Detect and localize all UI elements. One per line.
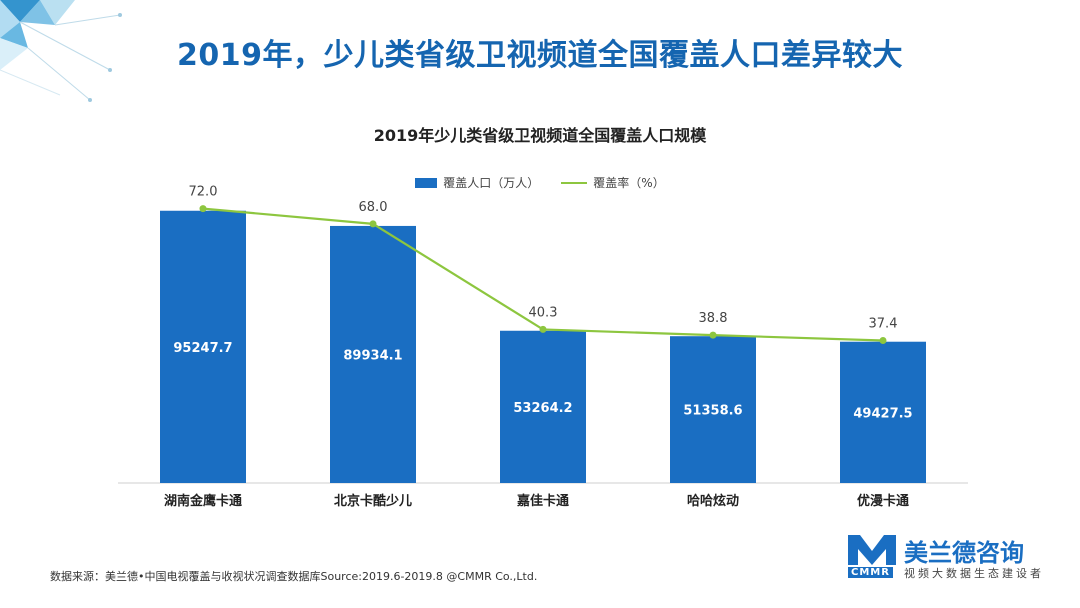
rate-label-3: 40.3 [529,305,558,320]
x-tick-label-5: 优漫卡通 [857,493,909,509]
legend-line-label: 覆盖率（%） [593,176,665,190]
rate-label-1: 72.0 [189,185,218,200]
brand-logo: CMMR 美兰德咨询 视频大数据生态建设者 [846,533,1056,585]
chart-legend: 覆盖人口（万人） 覆盖率（%） [0,174,1080,191]
bar-4 [670,336,756,483]
bar-2 [330,225,416,484]
rate-label-5: 37.4 [869,316,898,331]
slide-title: 2019年，少儿类省级卫视频道全国覆盖人口差异较大 [177,38,903,73]
x-tick-label-2: 北京卡酷少儿 [334,493,412,509]
rate-point-4 [709,331,717,339]
rate-point-3 [539,325,547,333]
chart-title: 2019年少儿类省级卫视频道全国覆盖人口规模 [373,126,707,145]
legend-item-population: 覆盖人口（万人） [415,174,539,191]
bar-3 [500,330,586,483]
bar-value-label-2: 89934.1 [343,348,402,363]
bar-value-label-4: 51358.6 [683,404,742,419]
cmmr-logo-icon [848,535,896,565]
rate-label-2: 68.0 [359,200,388,215]
legend-bar-label: 覆盖人口（万人） [443,176,540,190]
bar-1 [160,210,246,484]
rate-point-2 [369,220,377,228]
rate-label-4: 38.8 [699,311,728,326]
rate-point-5 [879,336,887,344]
legend-line-swatch [561,181,588,184]
x-tick-label-1: 湖南金鹰卡通 [164,493,242,509]
bar-value-label-3: 53264.2 [513,401,572,416]
network-triangle-decoration [0,0,122,102]
x-tick-label-4: 哈哈炫动 [687,493,739,509]
source-note: 数据来源：美兰德•中国电视覆盖与收视状况调查数据库Source:2019.6-2… [50,570,538,583]
brand-tagline: 视频大数据生态建设者 [904,567,1044,580]
rate-line [202,207,884,342]
x-tick-label-3: 嘉佳卡通 [516,493,569,509]
bar-value-label-5: 49427.5 [853,406,912,421]
legend-item-rate: 覆盖率（%） [561,174,665,191]
brand-name: 美兰德咨询 [904,539,1024,567]
brand-code: CMMR [848,567,893,578]
bar-5 [840,341,926,483]
rate-point-1 [199,205,207,213]
legend-bar-swatch [415,177,438,188]
bar-value-label-1: 95247.7 [173,341,232,356]
